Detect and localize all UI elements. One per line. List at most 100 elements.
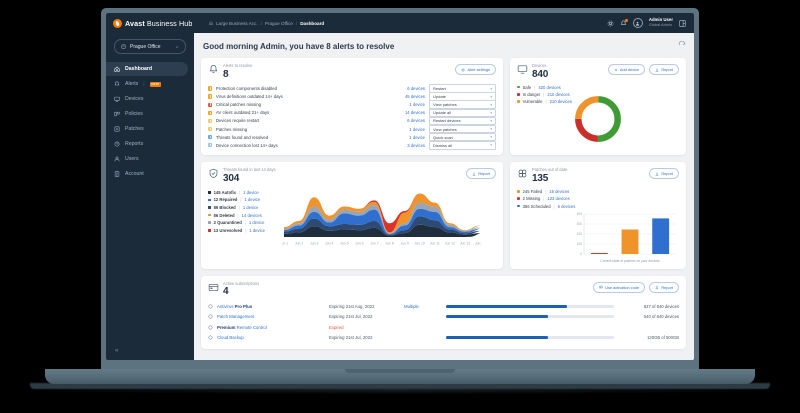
gear-icon[interactable] <box>607 20 614 27</box>
x-axis-tick: Jun 7 <box>370 241 378 245</box>
sidebar-item-alerts[interactable]: Alerts | NEW <box>106 77 194 91</box>
legend-value[interactable]: 210 devices <box>547 91 570 97</box>
legend-value[interactable]: 1 device <box>242 204 259 210</box>
bar-scheduled <box>652 217 670 254</box>
sidebar-item-dashboard[interactable]: Dashboard <box>106 62 188 76</box>
alert-device-count[interactable]: 1 device <box>409 102 425 108</box>
legend-value[interactable]: 210 devices <box>549 99 572 105</box>
alert-name: Critical patches missing <box>215 102 262 108</box>
devices-legend: Safe | 420 devices In danger | 210 devices Vul… <box>517 84 679 105</box>
subscription-name[interactable]: Antivirus Pro Plus <box>217 303 253 309</box>
subscription-multiple-link[interactable]: Multiple <box>404 303 419 309</box>
alert-device-count[interactable]: 6 devices <box>407 118 425 124</box>
use-activation-code-button[interactable]: Use activation code <box>592 281 646 293</box>
legend-value[interactable]: 14 devices <box>241 212 262 218</box>
legend-label: 56 Deleted <box>213 212 235 218</box>
alert-action-select[interactable]: Restart devices ▾ <box>429 116 496 126</box>
add-device-button[interactable]: Add device <box>607 64 646 75</box>
alert-action-select[interactable]: View patches ▾ <box>429 100 496 110</box>
apps-grid-icon[interactable] <box>679 19 686 27</box>
home-icon <box>209 21 213 25</box>
legend-value[interactable]: 420 devices <box>538 84 561 90</box>
legend-value[interactable]: 1 device <box>249 227 265 233</box>
x-axis-tick: Jun 1 <box>282 241 288 245</box>
subscription-progress-bar <box>446 315 614 318</box>
subscription-name[interactable]: Patch Management <box>217 314 255 320</box>
legend-value[interactable]: 1 device <box>244 197 261 203</box>
legend-separator: | <box>239 189 241 195</box>
top-bar: Avast Business Hub Large Business Acc. /… <box>106 13 694 33</box>
legend-value[interactable]: 1 device <box>248 220 265 226</box>
sidebar-item-account[interactable]: Account <box>106 167 194 181</box>
legend-value[interactable]: 123 devices <box>547 196 570 202</box>
subscription-usage: 827 of 840 devices <box>643 303 679 309</box>
policy-icon <box>114 111 120 117</box>
patch-icon <box>114 126 120 132</box>
main-content: Good morning Admin, you have 8 alerts to… <box>194 33 694 360</box>
legend-value[interactable]: 16 devices <box>549 188 570 194</box>
breadcrumb: Large Business Acc. / Prague Office / Da… <box>209 21 324 26</box>
subscription-name[interactable]: Cloud Backup <box>217 334 244 340</box>
ticket-icon <box>599 285 603 289</box>
legend-value[interactable]: 1 device <box>243 189 259 195</box>
laptop-bezel: Avast Business Hub Large Business Acc. /… <box>106 13 694 360</box>
sidebar-item-label: Devices <box>125 96 144 102</box>
sidebar-item-users[interactable]: Users <box>106 152 194 166</box>
patches-report-button[interactable]: Report <box>649 168 679 180</box>
subscriptions-report-button[interactable]: Report <box>649 281 679 293</box>
user-icon <box>114 156 120 162</box>
download-icon <box>655 68 659 72</box>
threats-card-body: 145 Autofix | 1 device 12 Repaired | 1 device… <box>208 188 496 251</box>
notification-dot <box>624 18 628 22</box>
sidebar-item-devices[interactable]: Devices <box>106 92 194 106</box>
legend-label: 2 Missing <box>522 196 541 202</box>
sidebar-new-badge: NEW <box>149 81 161 87</box>
user-info[interactable]: Admin User Global Admin <box>649 17 673 27</box>
avatar[interactable] <box>632 18 643 28</box>
alert-device-count[interactable]: 6 devices <box>407 86 425 92</box>
alert-device-count[interactable]: 1 device <box>409 126 425 132</box>
y-axis-tick: 0 <box>580 252 582 256</box>
subscription-name[interactable]: Premium Remote Control <box>217 324 267 330</box>
alert-device-count[interactable]: 3 devices <box>407 142 425 148</box>
patches-bar-chart: 400 300 200 100 0 Current state of patches on… <box>517 211 679 263</box>
alert-severity-icon <box>208 118 213 124</box>
sidebar-item-patches[interactable]: Patches <box>106 122 194 136</box>
breadcrumb-item-0[interactable]: Large Business Acc. <box>216 20 258 26</box>
sidebar-item-reports[interactable]: Reports <box>106 137 194 151</box>
threats-report-button[interactable]: Report <box>466 168 496 180</box>
area-series-blocked <box>284 216 480 236</box>
monitor-icon <box>517 65 528 74</box>
brand-logo-area[interactable]: Avast Business Hub <box>106 18 209 28</box>
alert-action-select[interactable]: Dismiss all ▾ <box>429 140 496 150</box>
legend-separator: | <box>240 197 242 203</box>
alert-device-count[interactable]: 45 devices <box>404 94 425 100</box>
legend-value[interactable]: 6 devices <box>557 203 576 209</box>
office-selector[interactable]: Prague Office <box>114 39 186 54</box>
legend-swatch <box>517 189 520 193</box>
account-icon <box>114 171 120 177</box>
download-icon <box>655 172 659 176</box>
x-axis-tick: Jun 2 <box>295 241 303 245</box>
bell-icon[interactable] <box>620 18 628 27</box>
alert-settings-button[interactable]: Alert settings <box>455 64 496 75</box>
brand-name: Avast Business Hub <box>125 18 193 28</box>
legend-separator: | <box>545 188 547 194</box>
refresh-icon[interactable] <box>678 41 686 49</box>
legend-label: Safe <box>522 84 532 90</box>
collapse-chevrons-icon[interactable]: « <box>115 348 119 354</box>
devices-report-button[interactable]: Report <box>649 64 679 75</box>
plus-icon <box>614 68 617 71</box>
list-item: In danger | 210 devices <box>517 92 679 97</box>
alert-device-count[interactable]: 1 device <box>409 134 425 140</box>
alert-device-count[interactable]: 14 devices <box>404 110 425 116</box>
alerts-card-title: Alerts to resolve 8 <box>223 63 252 79</box>
shield-icon <box>208 304 213 309</box>
sidebar-item-label: Account <box>125 171 144 177</box>
alert-action-select[interactable]: Update all ▾ <box>429 108 496 118</box>
legend-label: 2 Quarantined <box>213 220 242 226</box>
list-item: 12 Repaired | 1 device <box>208 197 282 202</box>
sidebar-item-policies[interactable]: Policies <box>106 107 194 121</box>
alert-severity-icon <box>208 110 213 116</box>
breadcrumb-item-1[interactable]: Prague Office <box>264 20 293 26</box>
